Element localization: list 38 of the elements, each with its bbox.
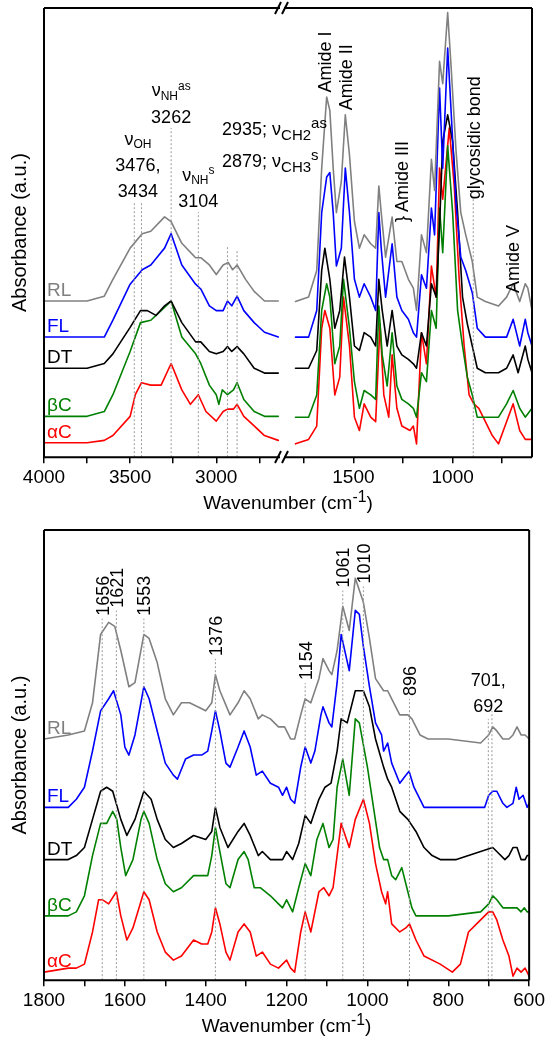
ref-line-label: 1010 xyxy=(353,543,374,584)
x-tick-label: 1800 xyxy=(22,988,66,1010)
series-label: RL xyxy=(47,716,72,738)
y-axis-title: Absorbance (a.u.) xyxy=(7,153,30,313)
x-tick-label: 4000 xyxy=(22,465,66,487)
ref-line-label: 1061 xyxy=(333,547,354,588)
x-tick-label: 1000 xyxy=(431,465,474,487)
x-tick-label: 1200 xyxy=(265,988,308,1010)
ref-line-label: 1553 xyxy=(134,575,155,616)
series-label: FL xyxy=(47,785,70,807)
ref-line-label: 701, 692 xyxy=(470,669,506,716)
x-tick-label: 1400 xyxy=(184,988,227,1010)
series-label: RL xyxy=(47,278,72,300)
x-tick-label: 1600 xyxy=(103,988,146,1010)
series-label: βC xyxy=(47,394,72,416)
annotation: glycosidic bond xyxy=(464,76,485,200)
x-tick-label: 1000 xyxy=(346,988,389,1010)
series-label: βC xyxy=(47,893,72,915)
x-tick-label: 1500 xyxy=(332,465,375,487)
x-axis-title: Wavenumber (cm$^{-1}$) xyxy=(203,488,373,515)
series-label: FL xyxy=(47,315,70,337)
x-tick-label: 600 xyxy=(513,988,545,1010)
x-tick-label: 800 xyxy=(432,988,465,1010)
series-label: DT xyxy=(47,346,73,368)
ref-line-label: 1376 xyxy=(205,615,226,656)
series-label: αC xyxy=(47,950,72,972)
series-label: DT xyxy=(47,837,73,859)
ref-line-label: 1154 xyxy=(295,641,316,681)
annotation: Amide II xyxy=(335,44,356,111)
y-axis-title: Absorbance (a.u.) xyxy=(7,675,30,835)
ref-line-label: 896 xyxy=(399,666,420,697)
x-tick-label: 3000 xyxy=(195,465,238,487)
series-label: αC xyxy=(47,420,72,442)
annotation: Amide I xyxy=(315,31,336,93)
annotation: Amide V xyxy=(502,224,524,293)
x-tick-label: 3500 xyxy=(108,465,152,487)
x-axis-title: Wavenumber (cm$^{-1}$) xyxy=(201,1011,372,1038)
annotation: } Amide III xyxy=(391,140,413,222)
